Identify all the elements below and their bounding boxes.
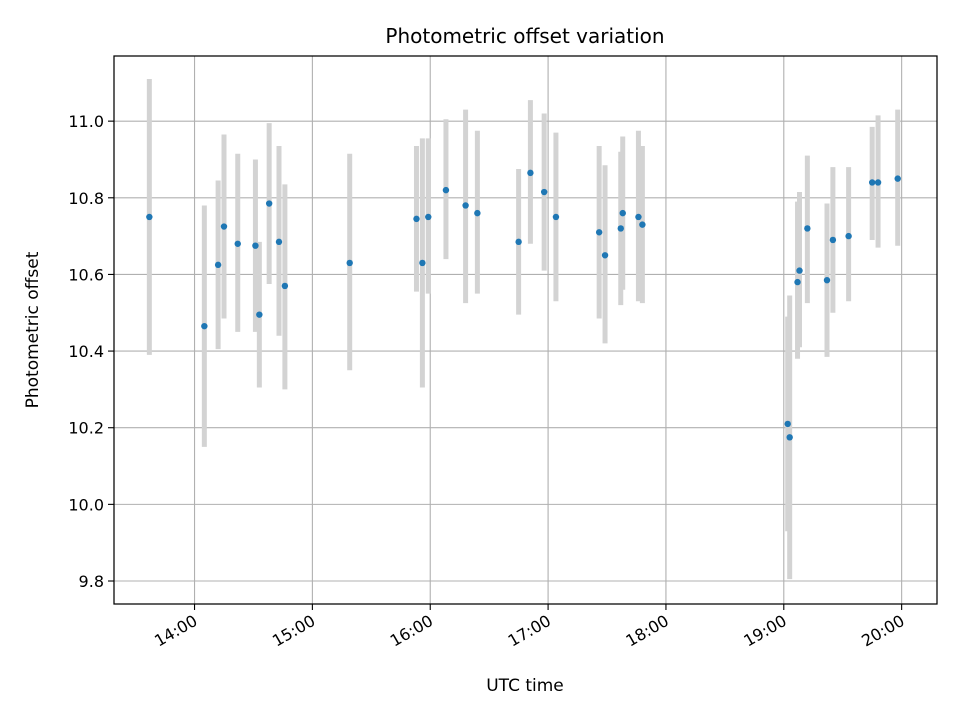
data-point xyxy=(601,252,609,259)
data-point xyxy=(220,223,228,230)
data-point xyxy=(552,213,560,221)
y-axis-ticks: 9.8 10.0 10.2 10.4 10.6 10.8 11.0 xyxy=(68,112,114,591)
data-point xyxy=(419,259,426,267)
data-point xyxy=(635,213,642,221)
data-point xyxy=(804,225,811,232)
data-point xyxy=(619,209,626,217)
y-axis-title: Photometric offset xyxy=(23,251,43,408)
data-point xyxy=(346,259,353,267)
data-point xyxy=(281,282,289,290)
data-point xyxy=(527,169,534,177)
data-point xyxy=(234,240,241,247)
data-point xyxy=(796,267,803,274)
data-point xyxy=(829,236,837,244)
data-point xyxy=(201,322,208,330)
data-point xyxy=(786,434,793,441)
data-point xyxy=(256,311,263,318)
data-point xyxy=(413,215,420,223)
data-points xyxy=(146,169,901,441)
data-point xyxy=(462,202,469,209)
data-point xyxy=(595,229,603,236)
data-point xyxy=(442,186,450,194)
data-point xyxy=(639,221,646,228)
y-tick-label: 11.0 xyxy=(68,112,104,131)
data-point xyxy=(617,225,624,232)
y-tick-label: 10.6 xyxy=(68,265,104,284)
x-axis-title: UTC time xyxy=(486,676,564,696)
data-point xyxy=(146,213,153,221)
plot-area-frame xyxy=(113,55,938,605)
data-point xyxy=(894,175,901,182)
y-tick-label: 10.8 xyxy=(68,189,104,208)
y-tick-label: 10.2 xyxy=(68,419,104,438)
chart-title: Photometric offset variation xyxy=(385,24,664,48)
data-point xyxy=(275,238,283,246)
y-tick-label: 9.8 xyxy=(79,572,104,591)
data-point xyxy=(845,232,852,240)
data-point xyxy=(265,200,273,207)
data-point xyxy=(214,261,222,269)
data-point xyxy=(868,179,876,186)
data-point xyxy=(425,213,432,221)
data-point xyxy=(784,420,791,428)
data-point xyxy=(474,209,481,217)
data-point xyxy=(794,278,801,286)
data-point xyxy=(515,238,522,246)
data-point xyxy=(252,242,259,249)
y-tick-label: 10.0 xyxy=(68,495,104,514)
y-tick-label: 10.4 xyxy=(68,342,104,361)
data-point xyxy=(540,188,548,196)
data-point xyxy=(874,179,882,186)
data-point xyxy=(823,276,831,284)
